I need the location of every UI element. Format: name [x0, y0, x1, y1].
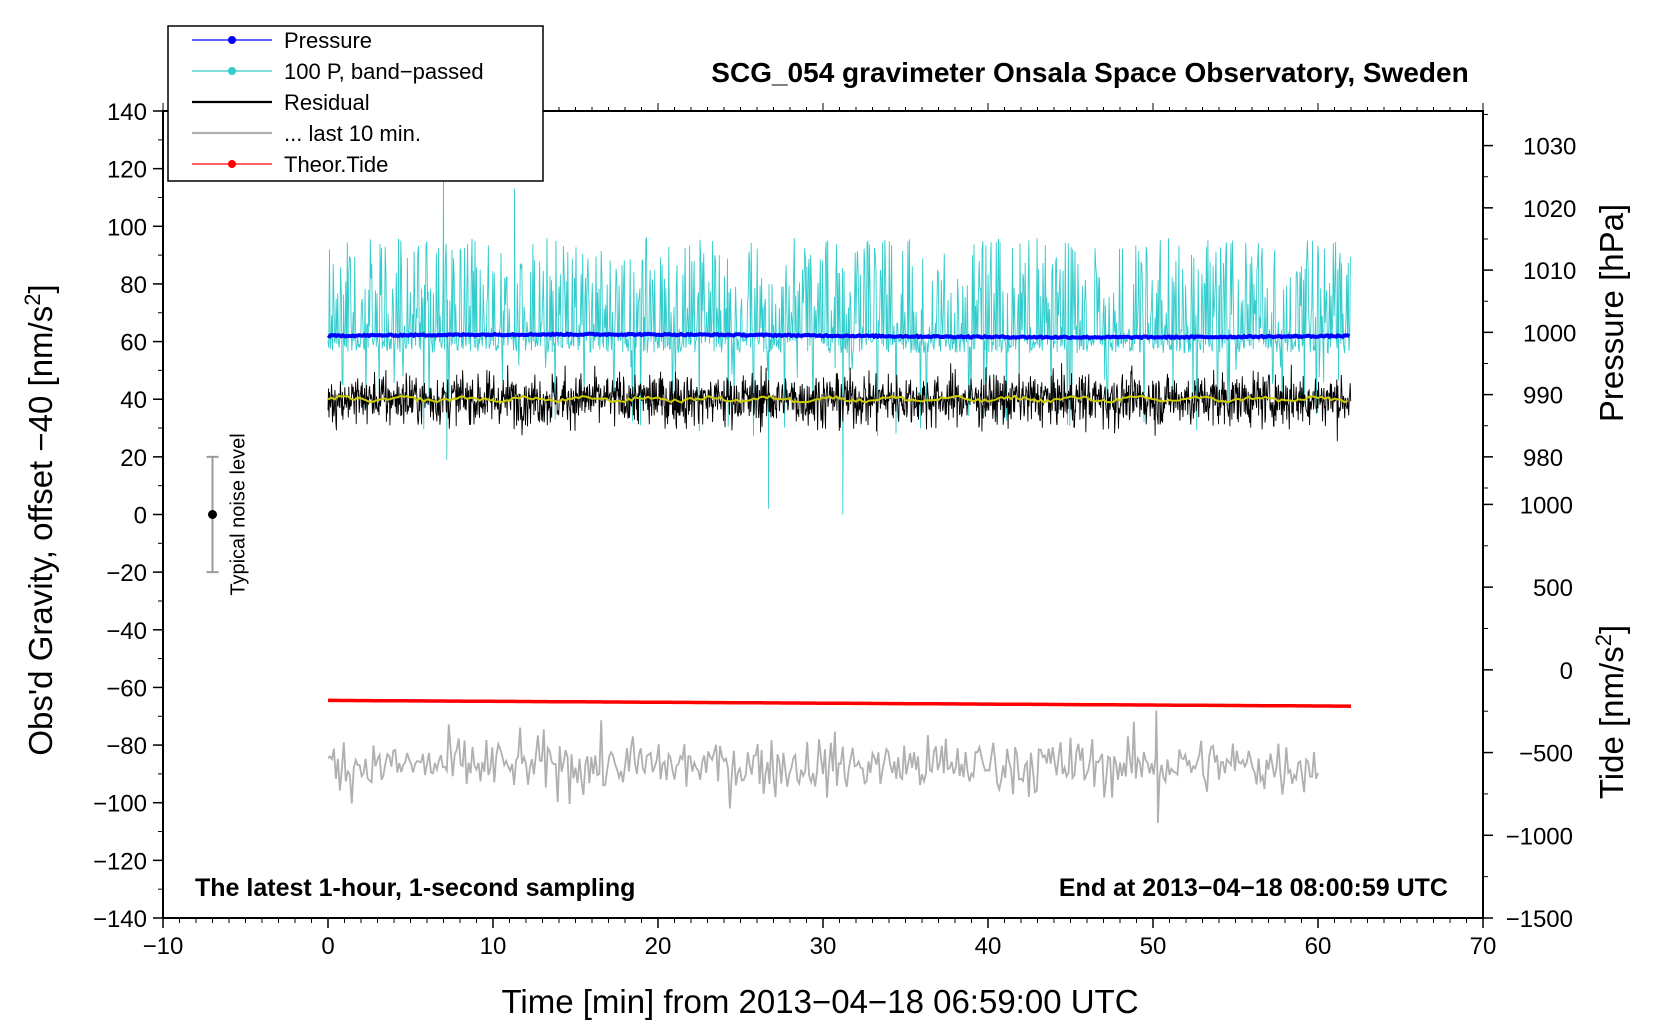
y-axis-left: 140 120 100 80 60 40 20 0 −20 −40 −60 −80 −100 −120 −1… — [93, 99, 163, 933]
x-tick-label: 20 — [645, 933, 672, 960]
legend-label-pressure: Pressure — [284, 28, 372, 53]
y-axis-left-title: Obs'd Gravity, offset −40 [nm/s2] — [20, 284, 59, 755]
y-axis-pressure: 980 990 1000 1010 1020 1030 — [1483, 113, 1576, 489]
legend-marker-pressure — [228, 36, 236, 44]
y-tick-label: 140 — [107, 99, 147, 126]
annotation-end-time: End at 2013−04−18 08:00:59 UTC — [1059, 874, 1448, 902]
legend-entries: Pressure 100 P, band−passed Residual ... la… — [192, 28, 484, 177]
y-tick-label: 120 — [107, 157, 147, 184]
y-axis-left-title-end: ] — [22, 284, 59, 293]
pressure-tick-label: 1020 — [1523, 196, 1576, 223]
x-tick-label: 60 — [1305, 933, 1332, 960]
tide-tick-label: 500 — [1533, 575, 1573, 602]
y-tick-label: −20 — [106, 560, 147, 587]
series-bandpass — [327, 177, 1351, 515]
x-tick-label: 0 — [321, 933, 334, 960]
y-axis-left-title-sup: 2 — [20, 294, 45, 306]
pressure-tick-label: 1010 — [1523, 258, 1576, 285]
legend: Pressure 100 P, band−passed Residual ... la… — [167, 25, 544, 182]
legend-box — [167, 25, 544, 182]
x-axis-title: Time [min] from 2013−04−18 06:59:00 UTC — [501, 983, 1138, 1020]
x-tick-label: 10 — [480, 933, 507, 960]
y-tick-label: −40 — [106, 618, 147, 645]
y-axis-tide-title-sup: 2 — [1591, 634, 1616, 646]
legend-marker-bandpass — [228, 67, 236, 75]
y-tick-label: 80 — [120, 272, 147, 299]
tide-tick-label: −1000 — [1506, 823, 1573, 850]
tide-tick-label: −1500 — [1506, 906, 1573, 933]
y-axis-left-title-main: Obs'd Gravity, offset −40 [nm/s — [22, 306, 59, 756]
y-tick-label: −120 — [93, 848, 147, 875]
series-last10 — [327, 710, 1319, 823]
y-tick-label: −100 — [93, 791, 147, 818]
x-tick-label: 70 — [1470, 933, 1497, 960]
y-tick-label: 40 — [120, 387, 147, 414]
y-tick-label: 60 — [120, 330, 147, 357]
y-tick-label: 20 — [120, 445, 147, 472]
tide-tick-label: 0 — [1560, 658, 1573, 685]
legend-label-residual: Residual — [284, 90, 370, 115]
legend-label-last10: ... last 10 min. — [284, 121, 421, 146]
annotation-sampling: The latest 1-hour, 1-second sampling — [195, 874, 635, 902]
x-tick-label: 40 — [975, 933, 1002, 960]
y-axis-tide-title-end: ] — [1593, 625, 1630, 634]
legend-label-bandpass: 100 P, band−passed — [284, 59, 484, 84]
tide-tick-label: −500 — [1519, 741, 1573, 768]
chart-title: SCG_054 gravimeter Onsala Space Observat… — [711, 57, 1468, 88]
y-tick-label: 100 — [107, 214, 147, 241]
noise-bar-center-dot — [208, 510, 217, 519]
x-tick-label: −10 — [143, 933, 184, 960]
y-axis-pressure-title: Pressure [hPa] — [1593, 204, 1630, 422]
legend-label-tide: Theor.Tide — [284, 152, 388, 177]
x-tick-label: 30 — [810, 933, 837, 960]
pressure-tick-label: 990 — [1523, 383, 1563, 410]
series-layer — [326, 177, 1352, 823]
noise-indicator: Typical noise level — [206, 433, 250, 596]
pressure-tick-label: 1000 — [1523, 320, 1576, 347]
pressure-tick-label: 980 — [1523, 445, 1563, 472]
y-tick-label: −60 — [106, 675, 147, 702]
y-axis-tide: 1000 500 0 −500 −1000 −1500 — [1483, 492, 1573, 933]
y-tick-label: 0 — [134, 503, 147, 530]
y-tick-label: −80 — [106, 733, 147, 760]
tide-tick-label: 1000 — [1520, 492, 1573, 519]
series-pressure — [326, 331, 1351, 341]
pressure-tick-label: 1030 — [1523, 134, 1576, 161]
y-axis-tide-title-main: Tide [nm/s — [1593, 646, 1630, 799]
x-tick-label: 50 — [1140, 933, 1167, 960]
noise-level-label: Typical noise level — [228, 433, 250, 595]
series-residual — [327, 363, 1352, 442]
y-axis-tide-title: Tide [nm/s2] — [1591, 625, 1630, 799]
series-tide — [328, 698, 1352, 708]
y-tick-label: −140 — [93, 906, 147, 933]
series-running-mean — [327, 394, 1349, 404]
legend-marker-tide — [228, 160, 236, 168]
